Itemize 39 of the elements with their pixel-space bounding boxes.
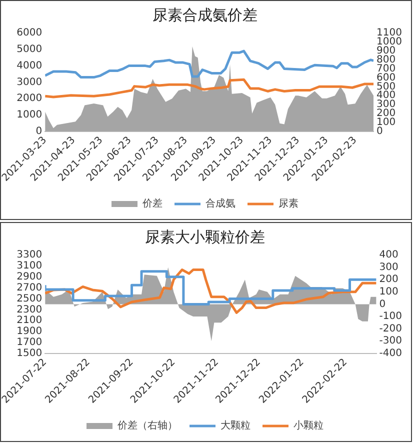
y-tick-label: 2100 (16, 315, 42, 326)
y-tick-label: 5000 (16, 44, 42, 55)
y2-tick-label: 0 (376, 126, 383, 138)
y2-tick-label: 0 (379, 298, 386, 310)
y-tick-label: 3000 (16, 76, 42, 88)
chart-title: 尿素大小颗粒价差 (145, 228, 265, 246)
y-tick-label: 6000 (16, 28, 42, 39)
y2-tick-label: 800 (376, 54, 396, 66)
y-tick-label: 1900 (16, 326, 42, 338)
y-tick-label: 4000 (16, 60, 42, 72)
legend-label: 尿素 (278, 198, 298, 210)
y2-tick-label: -400 (379, 348, 402, 360)
y2-tick-label: -100 (379, 311, 402, 322)
y-tick-label: 1700 (16, 337, 42, 348)
y2-tick-label: 700 (376, 63, 396, 74)
y-tick-label: 2900 (16, 271, 42, 282)
legend-label: 合成氨 (206, 198, 236, 210)
y2-tick-label: 200 (379, 274, 398, 286)
chart-title: 尿素合成氨价差 (152, 6, 258, 24)
y2-tick-label: -200 (379, 323, 402, 334)
legend-label: 价差 (142, 198, 162, 210)
legend-label: 小颗粒 (294, 420, 324, 432)
y-tick-label: 2000 (16, 93, 42, 104)
y-tick-label: 2300 (16, 304, 42, 316)
y-tick-label: 0 (36, 126, 42, 138)
y-tick-label: 1000 (16, 110, 42, 121)
y2-tick-label: -300 (379, 336, 402, 347)
y-tick-label: 3100 (16, 260, 42, 272)
y2-tick-label: 300 (379, 262, 398, 273)
y2-tick-label: 400 (379, 250, 398, 261)
y2-tick-label: 900 (376, 45, 396, 56)
legend-label: 价差（右轴） (116, 420, 178, 432)
y-tick-label: 2500 (16, 293, 42, 304)
y-tick-label: 1500 (16, 348, 42, 360)
y-tick-label: 2700 (16, 282, 42, 294)
y2-tick-label: 100 (379, 286, 398, 298)
legend-label: 大颗粒 (220, 420, 250, 432)
y2-tick-label: 600 (376, 72, 396, 84)
y-tick-label: 3300 (16, 250, 42, 261)
